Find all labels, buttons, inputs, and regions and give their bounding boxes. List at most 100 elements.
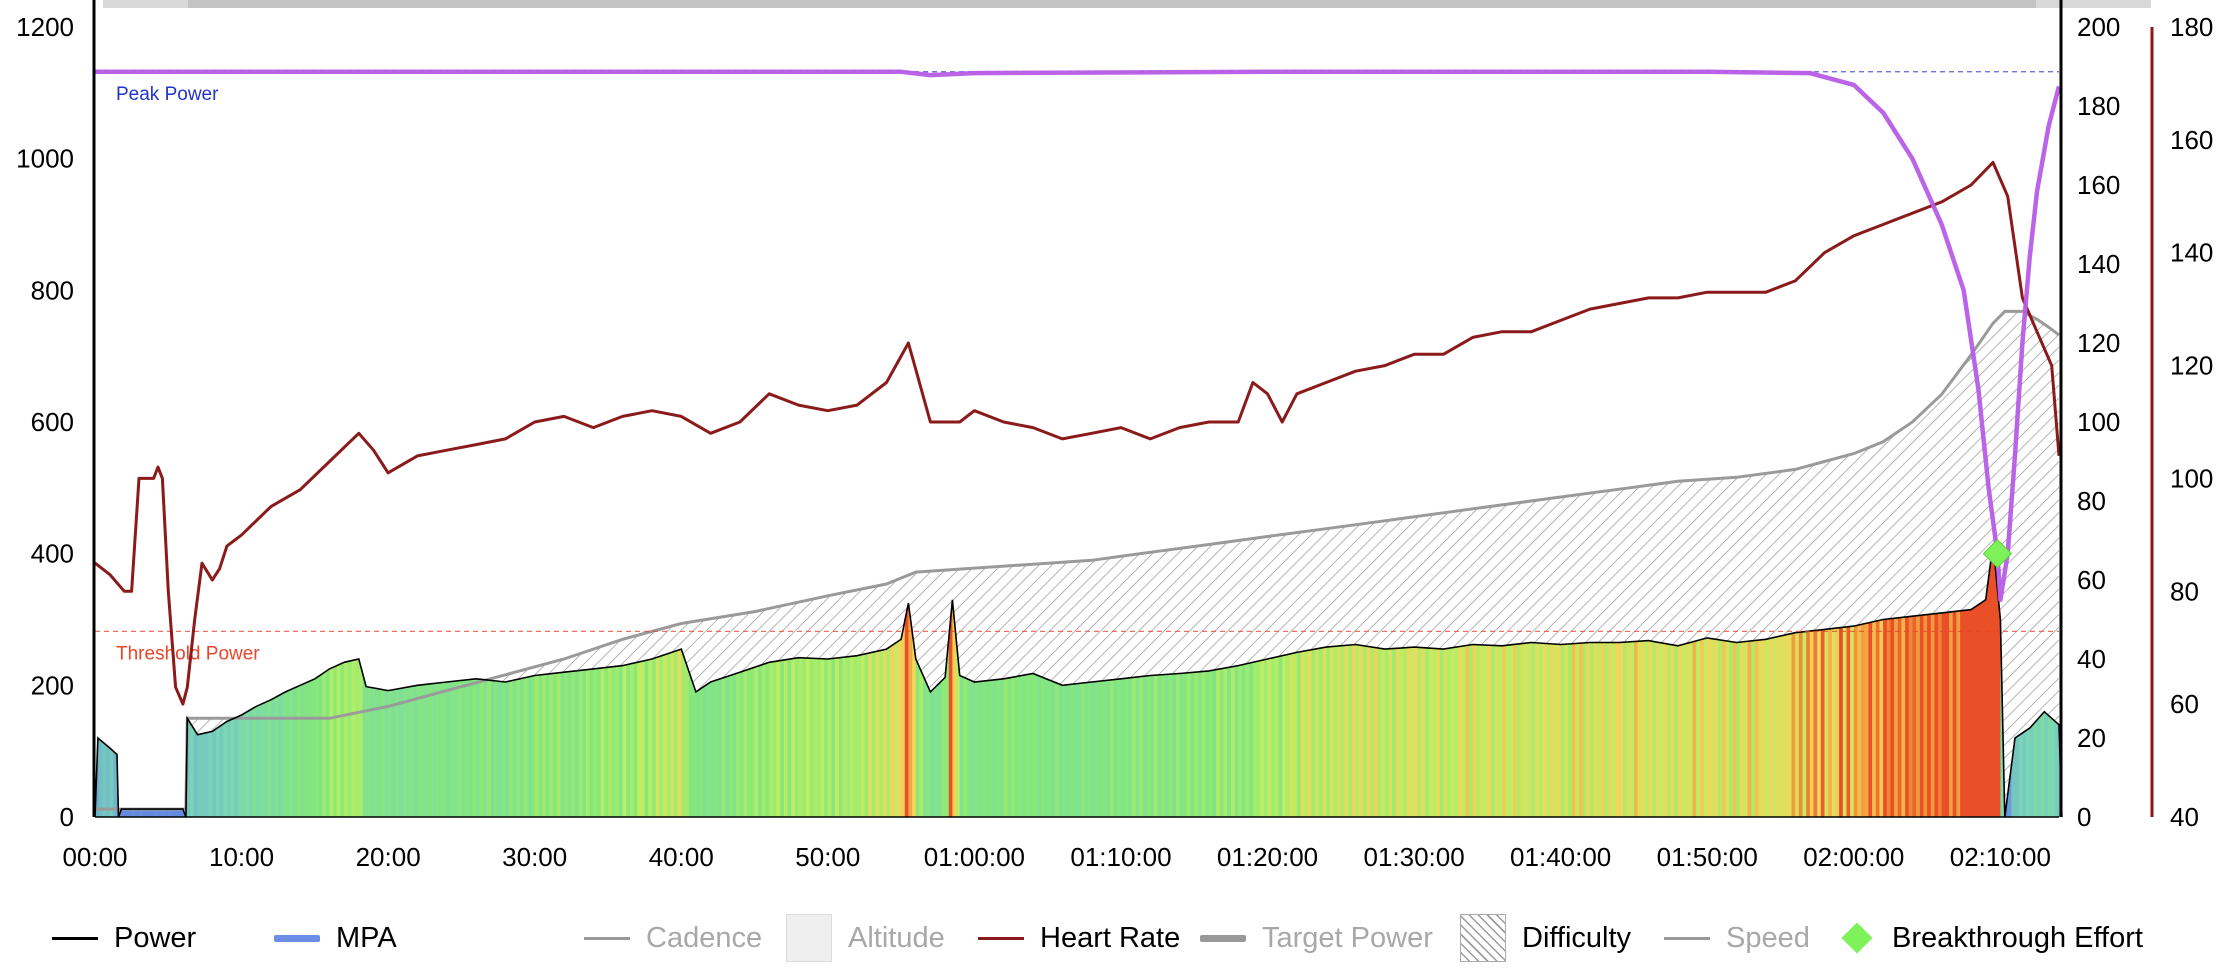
power-stripe bbox=[296, 543, 301, 817]
power-stripe bbox=[476, 543, 481, 817]
power-stripe bbox=[1586, 543, 1591, 817]
power-stripe bbox=[1758, 543, 1763, 817]
power-tick-label: 600 bbox=[31, 407, 74, 437]
power-stripe bbox=[542, 543, 547, 817]
power-stripe bbox=[655, 543, 660, 817]
power-stripe bbox=[1993, 543, 1998, 817]
power-stripe bbox=[1355, 543, 1360, 817]
power-stripe bbox=[992, 543, 997, 817]
power-stripe bbox=[1604, 543, 1609, 817]
power-stripe bbox=[494, 543, 499, 817]
power-stripe bbox=[820, 543, 825, 817]
power-stripe bbox=[340, 543, 345, 817]
power-stripe bbox=[1608, 543, 1613, 817]
power-stripe bbox=[1205, 543, 1210, 817]
power-stripe bbox=[439, 543, 444, 817]
power-stripe bbox=[754, 543, 759, 817]
power-stripe bbox=[1516, 543, 1521, 817]
power-stripe bbox=[1183, 543, 1188, 817]
power-stripe bbox=[1601, 543, 1606, 817]
power-stripe bbox=[1721, 543, 1727, 817]
power-stripe bbox=[1274, 543, 1280, 817]
power-stripe bbox=[750, 543, 756, 817]
power-stripe bbox=[168, 543, 173, 817]
power-stripe bbox=[816, 543, 822, 817]
power-stripe bbox=[1425, 543, 1430, 817]
power-stripe bbox=[1219, 543, 1225, 817]
power-stripe bbox=[1450, 543, 1455, 817]
power-stripe bbox=[124, 543, 129, 817]
power-stripe bbox=[1011, 543, 1016, 817]
power-stripe bbox=[838, 543, 844, 817]
power-stripe bbox=[1919, 543, 1925, 817]
power-stripe bbox=[589, 543, 594, 817]
power-stripe bbox=[252, 543, 257, 817]
power-tick-label: 0 bbox=[60, 802, 74, 832]
power-stripe bbox=[1817, 543, 1822, 817]
power-stripe bbox=[549, 543, 554, 817]
power-stripe bbox=[1194, 543, 1199, 817]
power-swatch bbox=[52, 936, 98, 940]
power-stripe bbox=[1985, 543, 1990, 817]
power-stripe bbox=[1571, 543, 1576, 817]
legend-target-power[interactable]: Target Power bbox=[1200, 910, 1433, 966]
heart-rate-tick-label: 60 bbox=[2170, 689, 2199, 719]
power-stripe bbox=[1139, 543, 1144, 817]
power-stripe bbox=[1417, 543, 1423, 817]
legend-power[interactable]: Power bbox=[52, 910, 196, 966]
power-stripe bbox=[560, 543, 565, 817]
power-stripe bbox=[472, 543, 477, 817]
breakthrough-diamond-icon bbox=[1841, 922, 1873, 954]
power-stripe bbox=[890, 543, 895, 817]
power-stripe bbox=[1395, 543, 1401, 817]
power-stripe bbox=[1623, 543, 1628, 817]
power-stripe bbox=[1864, 543, 1870, 817]
power-stripe bbox=[1106, 543, 1111, 817]
power-stripe bbox=[1227, 543, 1232, 817]
power-stripe bbox=[717, 543, 723, 817]
legend-speed[interactable]: Speed bbox=[1664, 910, 1810, 966]
power-stripe bbox=[706, 543, 712, 817]
power-stripe bbox=[1809, 543, 1815, 817]
power-stripe bbox=[1025, 543, 1030, 817]
power-stripe bbox=[1293, 543, 1298, 817]
power-stripe bbox=[835, 543, 840, 817]
power-stripe bbox=[1476, 543, 1481, 817]
power-stripe bbox=[802, 543, 807, 817]
heart-rate-tick-label: 140 bbox=[2170, 238, 2213, 268]
power-stripe bbox=[204, 543, 210, 817]
legend-mpa[interactable]: MPA bbox=[274, 910, 397, 966]
legend-cadence[interactable]: Cadence bbox=[584, 910, 762, 966]
power-stripe bbox=[923, 543, 928, 817]
power-stripe bbox=[1428, 543, 1434, 817]
power-stripe bbox=[1307, 543, 1313, 817]
power-stripe bbox=[259, 543, 265, 817]
power-stripe bbox=[1212, 543, 1217, 817]
legend-difficulty[interactable]: Difficulty bbox=[1460, 910, 1631, 966]
legend-altitude[interactable]: Altitude bbox=[786, 910, 945, 966]
power-stripe bbox=[1982, 543, 1987, 817]
power-stripe bbox=[1494, 543, 1499, 817]
power-stripe bbox=[1373, 543, 1379, 817]
power-stripe bbox=[1003, 543, 1008, 817]
power-stripe bbox=[626, 543, 631, 817]
power-stripe bbox=[208, 543, 213, 817]
power-stripe bbox=[699, 543, 704, 817]
power-stripe bbox=[688, 543, 693, 817]
power-stripe bbox=[842, 543, 847, 817]
power-stripe bbox=[1436, 543, 1441, 817]
power-stripe bbox=[95, 543, 100, 817]
power-stripe bbox=[98, 543, 103, 817]
power-stripe bbox=[527, 543, 532, 817]
power-stripe bbox=[673, 543, 679, 817]
power-stripe bbox=[1454, 543, 1459, 817]
legend-breakthrough-effort[interactable]: Breakthrough Effort bbox=[1836, 910, 2143, 966]
power-stripe bbox=[1348, 543, 1353, 817]
x-tick-label: 50:00 bbox=[795, 842, 860, 872]
legend-heart-rate[interactable]: Heart Rate bbox=[978, 910, 1180, 966]
power-tick-label: 200 bbox=[31, 670, 74, 700]
power-stripe bbox=[652, 543, 657, 817]
power-stripe bbox=[871, 543, 877, 817]
power-stripe bbox=[1271, 543, 1276, 817]
